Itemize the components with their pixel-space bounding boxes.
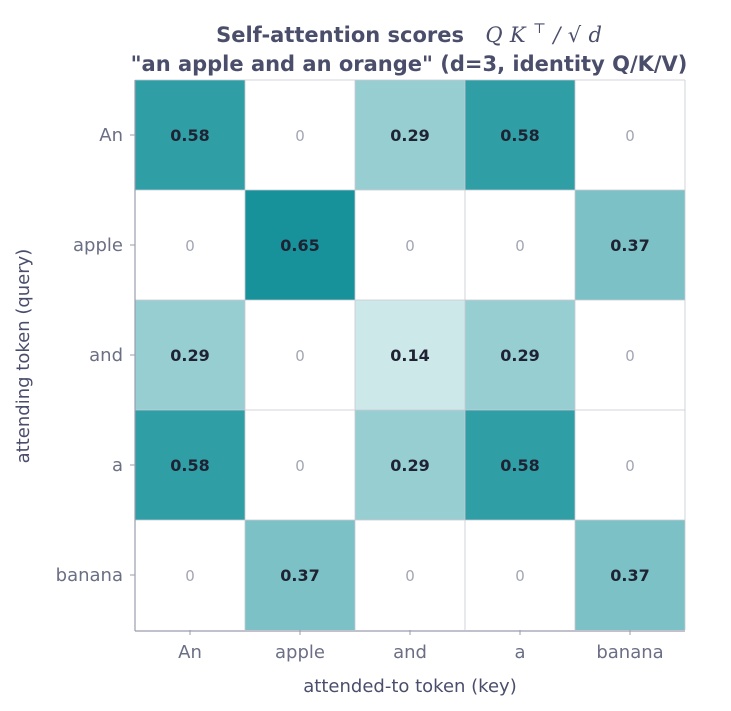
heatmap-value-label: 0.14 — [390, 346, 429, 365]
heatmap-cell — [465, 410, 575, 520]
heatmap-cell — [355, 410, 465, 520]
heatmap-value-label: 0 — [625, 347, 635, 365]
heatmap-value-label: 0 — [515, 237, 525, 255]
y-tick-label: a — [112, 455, 123, 476]
heatmap-value-label: 0.29 — [390, 126, 429, 145]
heatmap-cell — [135, 80, 245, 190]
y-axis-label: attending token (query) — [13, 249, 34, 464]
y-tick-label: and — [89, 345, 123, 366]
x-tick-label: a — [514, 642, 525, 663]
heatmap-value-label: 0 — [295, 127, 305, 145]
heatmap-cell — [465, 80, 575, 190]
title-formula-k: K — [509, 23, 527, 47]
heatmap-cell — [245, 300, 355, 410]
heatmap-cell — [245, 410, 355, 520]
chart-title: Self-attention scores Q K ⊤ / √ d — [216, 14, 602, 47]
heatmap-cell — [575, 300, 685, 410]
heatmap-cell — [465, 300, 575, 410]
heatmap-cell — [355, 80, 465, 190]
heatmap-cell — [355, 300, 465, 410]
heatmap-value-label: 0.58 — [170, 456, 209, 475]
heatmap-cell — [465, 190, 575, 300]
heatmap-value-label: 0.37 — [610, 236, 649, 255]
heatmap-cells — [135, 80, 685, 630]
heatmap-cell — [135, 410, 245, 520]
x-axis-label: attended-to token (key) — [303, 676, 516, 697]
y-tick-label: An — [99, 125, 123, 146]
title-formula-sqrt: √ — [568, 23, 582, 47]
heatmap-value-label: 0.37 — [280, 566, 319, 585]
heatmap-value-label: 0.37 — [610, 566, 649, 585]
x-tick-label: and — [393, 642, 427, 663]
heatmap-value-label: 0 — [405, 567, 415, 585]
heatmap-value-label: 0.58 — [500, 456, 539, 475]
y-tick-label: banana — [56, 565, 123, 586]
y-tick-label: apple — [73, 235, 123, 256]
x-tick-label: An — [178, 642, 202, 663]
chart-title-text: Self-attention scores — [216, 23, 464, 47]
heatmap-cell — [465, 520, 575, 630]
heatmap-cell — [135, 300, 245, 410]
title-formula-q: Q — [485, 23, 502, 47]
heatmap-cell — [575, 410, 685, 520]
heatmap-value-label: 0.58 — [170, 126, 209, 145]
heatmap-value-label: 0 — [185, 567, 195, 585]
heatmap-value-label: 0 — [185, 237, 195, 255]
heatmap-cell — [135, 190, 245, 300]
heatmap-cell — [355, 520, 465, 630]
y-tick-labels: An apple and a banana — [56, 125, 135, 586]
heatmap-cell — [135, 520, 245, 630]
chart-subtitle: "an apple and an orange" (d=3, identity … — [131, 52, 688, 76]
title-formula-d: d — [588, 23, 601, 47]
heatmap-value-label: 0.29 — [170, 346, 209, 365]
heatmap-cell — [355, 190, 465, 300]
heatmap-value-label: 0 — [625, 457, 635, 475]
heatmap-cell — [245, 190, 355, 300]
heatmap-cell — [245, 520, 355, 630]
heatmap-gridlines — [135, 79, 686, 630]
heatmap-cell — [575, 520, 685, 630]
title-formula-transpose: ⊤ — [533, 21, 546, 37]
heatmap-value-label: 0 — [295, 347, 305, 365]
x-tick-labels: An apple and a banana — [178, 630, 664, 663]
heatmap-value-label: 0.58 — [500, 126, 539, 145]
heatmap-value-label: 0.65 — [280, 236, 319, 255]
title-formula-slash: / — [551, 23, 562, 47]
heatmap-cell — [575, 80, 685, 190]
heatmap-value-label: 0.29 — [500, 346, 539, 365]
heatmap-value-label: 0.29 — [390, 456, 429, 475]
heatmap-value-labels: 0.58 0 0.29 0.58 0 0 0.65 0 0 0.37 0.29 0 0.14 0.29 0 0… — [170, 126, 649, 585]
heatmap-cell — [245, 80, 355, 190]
x-tick-label: apple — [275, 642, 325, 663]
heatmap-value-label: 0 — [625, 127, 635, 145]
heatmap-value-label: 0 — [515, 567, 525, 585]
heatmap-value-label: 0 — [405, 237, 415, 255]
heatmap-cell — [575, 190, 685, 300]
x-tick-label: banana — [596, 642, 663, 663]
heatmap-value-label: 0 — [295, 457, 305, 475]
